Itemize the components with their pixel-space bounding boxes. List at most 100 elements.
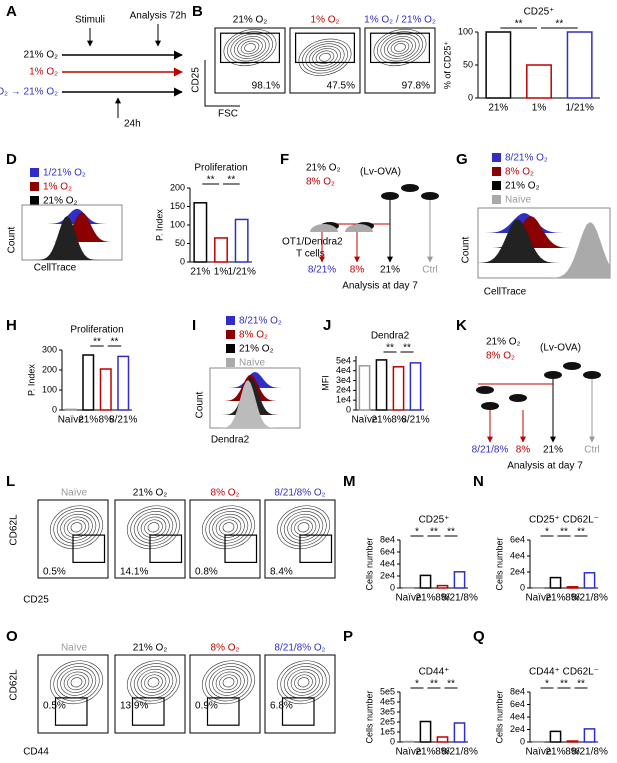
contour (53, 663, 100, 702)
axis-label: CD25 (191, 67, 202, 93)
contour (205, 508, 252, 547)
panel-letter: M (343, 473, 356, 490)
y-axis-label: Cells number (494, 690, 504, 743)
legend-swatch (226, 344, 235, 353)
group-label: 8/21% (308, 265, 336, 276)
label: 24h (124, 119, 141, 130)
y-tick-label: 4e4 (510, 711, 525, 721)
bar (409, 362, 422, 411)
y-tick-label: 50 (175, 238, 185, 248)
y-tick-label: 0 (520, 582, 525, 592)
bar (453, 722, 466, 743)
flow-frame (189, 654, 261, 734)
group-label: Ctrl (584, 445, 600, 456)
y-axis-label: Cells number (494, 537, 504, 590)
bar (358, 365, 371, 411)
contour (394, 43, 406, 52)
bar (375, 359, 388, 411)
contour (233, 36, 267, 59)
panel-g: G 8/21% O₂ 8% O₂ 21% O₂ Naïve Count Cell… (456, 151, 548, 298)
sig-label: ** (93, 337, 101, 348)
contour (53, 508, 100, 547)
contour (287, 668, 320, 696)
y-tick-label: 4e4 (380, 558, 395, 568)
panel-letter: L (6, 473, 15, 490)
contour (280, 663, 327, 702)
percent: 8.4% (270, 567, 293, 578)
panel-l: L Naïve 21% O₂ 8% O₂ 8/21/8% O₂ 0.5% 14.… (6, 473, 326, 606)
percent: 0.8% (195, 567, 218, 578)
bar (453, 571, 466, 589)
y-tick-label: 6e4 (380, 546, 395, 556)
contour (215, 516, 242, 538)
y-tick-label: 3e5 (380, 706, 395, 716)
y-axis-label: Cells number (364, 537, 374, 590)
flow-frame (189, 499, 261, 579)
label: (Lv-OVA) (360, 167, 401, 178)
contour (283, 511, 324, 544)
group-label: 8% (516, 445, 531, 456)
y-tick-label: 150 (170, 201, 185, 211)
sig-label: ** (555, 19, 563, 30)
bar (117, 355, 130, 411)
label: Analysis 72h (130, 11, 187, 22)
contour (290, 671, 317, 693)
axis-label: Count (195, 391, 206, 418)
percent: 47.5% (327, 81, 355, 92)
bar (566, 31, 593, 99)
contour (383, 36, 417, 59)
contour (276, 660, 331, 705)
panel-d: D 1/21% O₂ 1% O₂ 21% O₂ Count CellTrace (6, 151, 86, 274)
contour (244, 43, 256, 52)
percent: 6.8% (270, 701, 293, 712)
sig-label: * (415, 527, 419, 538)
contour (297, 677, 310, 688)
histogram (478, 216, 610, 248)
y-tick-label: 0 (520, 736, 525, 746)
group-label: 8% (350, 265, 365, 276)
plot-title: 21% O₂ (233, 15, 268, 26)
bar (234, 218, 249, 263)
y-axis-label: P. Index (154, 209, 164, 241)
percent: 98.1% (252, 81, 280, 92)
label: Analysis at day 7 (507, 461, 583, 472)
label: Stimuli (75, 15, 105, 26)
contour (147, 677, 160, 688)
bar (419, 720, 432, 743)
legend-swatch (226, 316, 235, 325)
axis-label: CD25 (23, 595, 49, 606)
axis-label: CellTrace (484, 287, 527, 298)
legend-swatch (492, 153, 501, 162)
bar (485, 31, 512, 99)
contour (49, 660, 104, 705)
histogram (210, 380, 300, 428)
panel-letter: P (343, 628, 353, 645)
contour (205, 663, 252, 702)
x-tick-label: 8/21% (401, 415, 429, 426)
legend-label: Naïve (505, 195, 532, 206)
chart-title: Dendra2 (371, 331, 410, 342)
contour (219, 519, 238, 536)
legend-label: Naïve (239, 358, 266, 369)
contour (49, 505, 104, 550)
x-tick-label: 8% (435, 747, 450, 758)
contour (290, 516, 317, 538)
y-tick-label: 5e4 (336, 355, 351, 365)
contour (302, 41, 348, 74)
percent: 0.5% (43, 701, 66, 712)
histogram (478, 219, 610, 263)
y-tick-label: 3e4 (336, 375, 351, 385)
panel-f: F 21% O₂ 8% O₂ (Lv-OVA) OT1/Dendra2 T ce… (280, 151, 439, 292)
y-tick-label: 0 (346, 404, 351, 414)
label: 8% O₂ (306, 177, 335, 188)
panel-letter: I (192, 317, 196, 334)
panel-letter: H (6, 317, 17, 334)
percent: 13.9% (120, 701, 148, 712)
x-tick-label: 8% (391, 415, 406, 426)
plot-title: Naïve (61, 488, 88, 499)
contour (297, 522, 310, 533)
chart-title: CD25⁺ (419, 515, 450, 526)
label: 1% O₂ (29, 67, 58, 78)
y-tick-label: 8e4 (510, 686, 525, 696)
y-tick-label: 2e4 (380, 570, 395, 580)
